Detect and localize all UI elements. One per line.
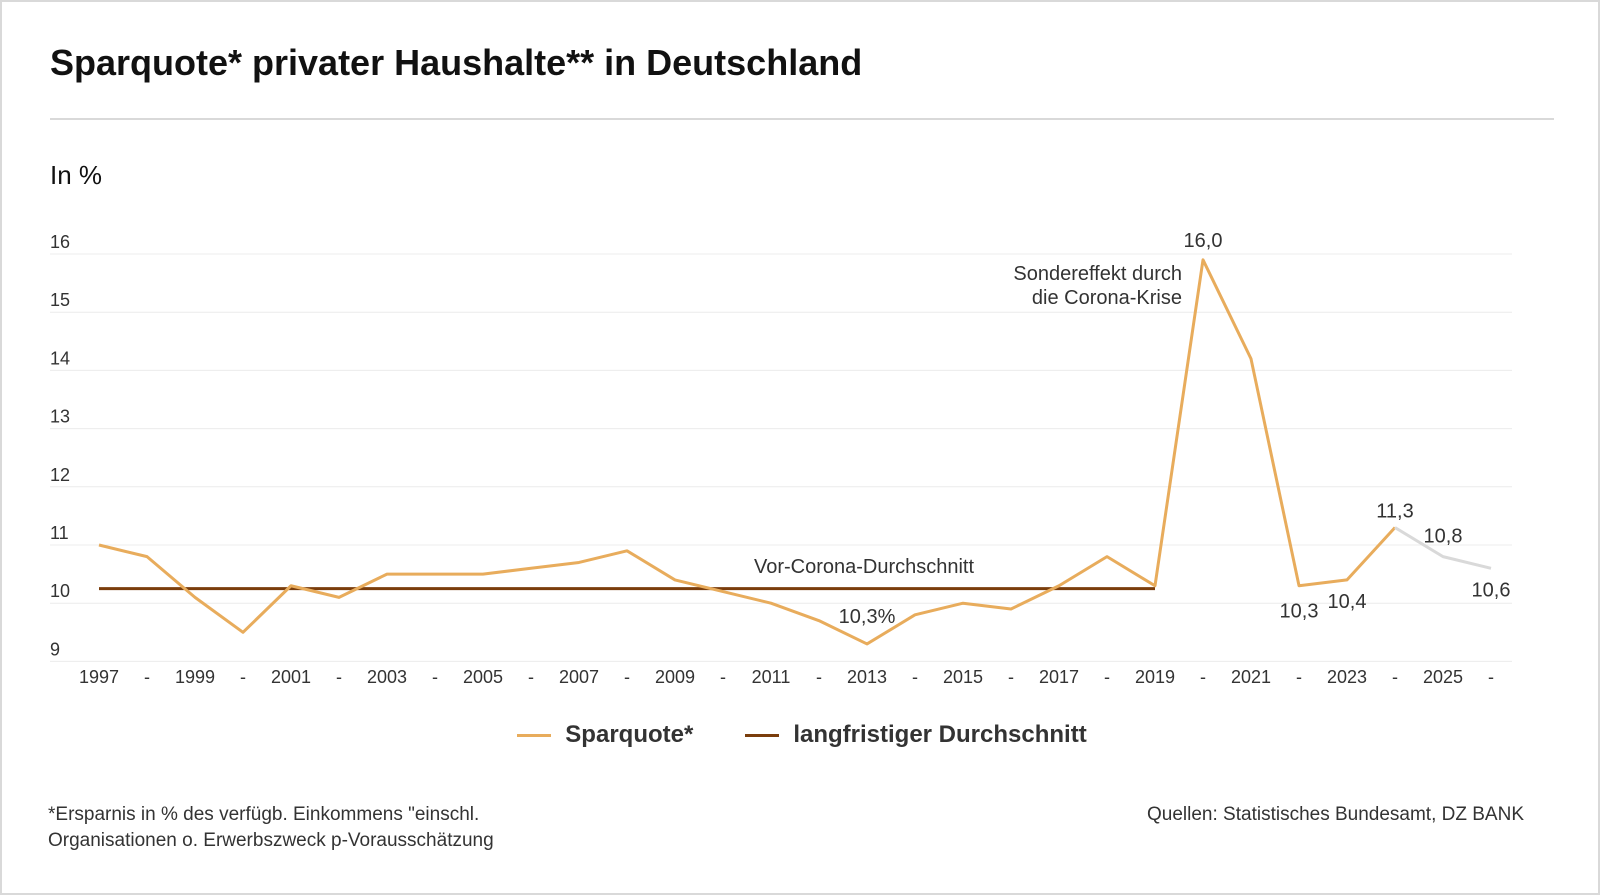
x-tick-label: 2001 [271, 667, 311, 687]
y-tick-label: 10 [50, 581, 70, 601]
x-tick-label: - [1392, 667, 1398, 687]
saving-rate-line [98, 258, 1397, 646]
legend-item-long-term-average: langfristiger Durchschnitt [745, 721, 1087, 749]
x-tick-label: - [336, 667, 342, 687]
x-tick-label: 1997 [79, 667, 119, 687]
footnote-line-2: Organisationen o. Erwerbszweck p-Vorauss… [48, 830, 494, 851]
annotation-corona-effect-line-1: Sondereffekt durch [1013, 263, 1182, 285]
x-tick-label: 2023 [1327, 667, 1367, 687]
y-tick-label: 14 [50, 348, 70, 368]
x-tick-label: - [528, 667, 534, 687]
chart-title: Sparquote* privater Haushalte** in Deuts… [50, 42, 863, 83]
x-tick-label: 2013 [847, 667, 887, 687]
source-note: Quellen: Statistisches Bundesamt, DZ BAN… [1147, 804, 1524, 825]
x-tick-label: 2025 [1423, 667, 1463, 687]
y-tick-label: 12 [50, 465, 70, 485]
annotation-corona-effect-line-2: die Corona-Krise [1032, 287, 1182, 309]
x-tick-label: - [1104, 667, 1110, 687]
y-tick-label: 13 [50, 407, 70, 427]
x-tick-label: 2011 [752, 667, 791, 687]
x-tick-label: 2015 [943, 667, 983, 687]
annotation-pre-corona-average: Vor-Corona-Durchschnitt [754, 556, 975, 578]
data-label: 10,4 [1328, 591, 1367, 613]
x-tick-label: - [1200, 667, 1206, 687]
x-tick-label: - [144, 667, 150, 687]
x-tick-label: - [912, 667, 918, 687]
legend-swatch-saving-rate [517, 733, 552, 737]
x-tick-label: - [816, 667, 822, 687]
x-tick-label: 2021 [1231, 667, 1271, 687]
data-label: 16,0 [1184, 230, 1223, 252]
y-axis-unit-label: In % [50, 160, 103, 190]
forecast-line [1394, 526, 1492, 570]
legend-label-saving-rate: Sparquote* [565, 721, 694, 748]
x-tick-label: 2003 [367, 667, 407, 687]
y-tick-label: 16 [50, 232, 70, 252]
data-label: 10,8 [1424, 526, 1463, 548]
y-tick-label: 9 [50, 639, 60, 659]
legend-label-long-term-average: langfristiger Durchschnitt [793, 721, 1087, 748]
x-tick-label: - [720, 667, 726, 687]
x-tick-label: - [1488, 667, 1494, 687]
x-tick-label: - [624, 667, 630, 687]
x-tick-label: 2017 [1039, 667, 1079, 687]
title-divider [50, 118, 1554, 120]
x-tick-label: - [240, 667, 246, 687]
x-tick-label: - [1296, 667, 1302, 687]
data-label: 11,3 [1376, 501, 1413, 523]
footnote: *Ersparnis in % des verfügb. Einkommens … [48, 802, 494, 854]
legend: Sparquote* langfristiger Durchschnitt [2, 717, 1600, 753]
x-tick-label: 2009 [655, 667, 695, 687]
data-label: 10,3 [1280, 601, 1319, 623]
x-tick-label: 2005 [463, 667, 503, 687]
x-tick-label: 2019 [1135, 667, 1175, 687]
data-label: 10,3% [839, 606, 896, 628]
footnote-line-1: *Ersparnis in % des verfügb. Einkommens … [48, 804, 480, 825]
y-tick-label: 11 [50, 523, 69, 543]
x-tick-label: 2007 [559, 667, 599, 687]
x-tick-label: - [432, 667, 438, 687]
x-tick-label: 1999 [175, 667, 215, 687]
legend-item-saving-rate: Sparquote* [517, 721, 693, 749]
y-tick-label: 15 [50, 290, 70, 310]
x-tick-label: - [1008, 667, 1014, 687]
legend-swatch-long-term-average [745, 733, 780, 737]
data-label: 10,6 [1472, 579, 1511, 601]
